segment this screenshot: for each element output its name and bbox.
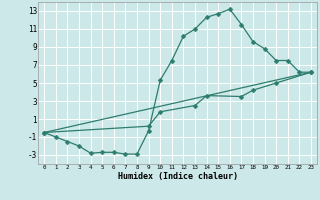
X-axis label: Humidex (Indice chaleur): Humidex (Indice chaleur): [118, 172, 238, 181]
